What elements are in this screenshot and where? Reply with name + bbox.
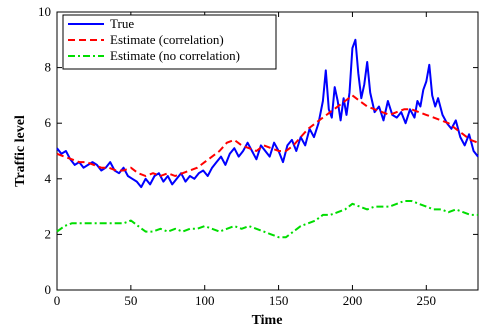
y-tick-label: 8 <box>45 60 52 75</box>
y-tick-label: 2 <box>45 226 52 241</box>
x-tick-label: 200 <box>343 293 363 308</box>
x-tick-label: 0 <box>54 293 61 308</box>
series-line-0 <box>56 38 479 189</box>
y-tick-label: 10 <box>38 4 51 19</box>
x-tick-label: 150 <box>269 293 289 308</box>
y-tick-label: 0 <box>45 282 52 297</box>
y-tick-label: 4 <box>45 171 52 186</box>
series-line-2 <box>56 200 478 239</box>
y-axis-title: Traffic level <box>13 115 28 187</box>
y-tick-label: 6 <box>45 115 52 130</box>
x-axis-title: Time <box>252 313 283 327</box>
x-tick-label: 250 <box>417 293 437 308</box>
series-line-1 <box>56 94 479 177</box>
legend-label-1: Estimate (correlation) <box>110 32 224 47</box>
legend-label-2: Estimate (no correlation) <box>110 48 240 63</box>
x-tick-label: 50 <box>124 293 137 308</box>
legend-label-0: True <box>110 16 134 31</box>
x-tick-label: 100 <box>195 293 215 308</box>
axis-ticks: 0 50 100 150 200 250 0 2 4 6 8 10 <box>38 4 478 308</box>
series-layer <box>56 38 479 239</box>
